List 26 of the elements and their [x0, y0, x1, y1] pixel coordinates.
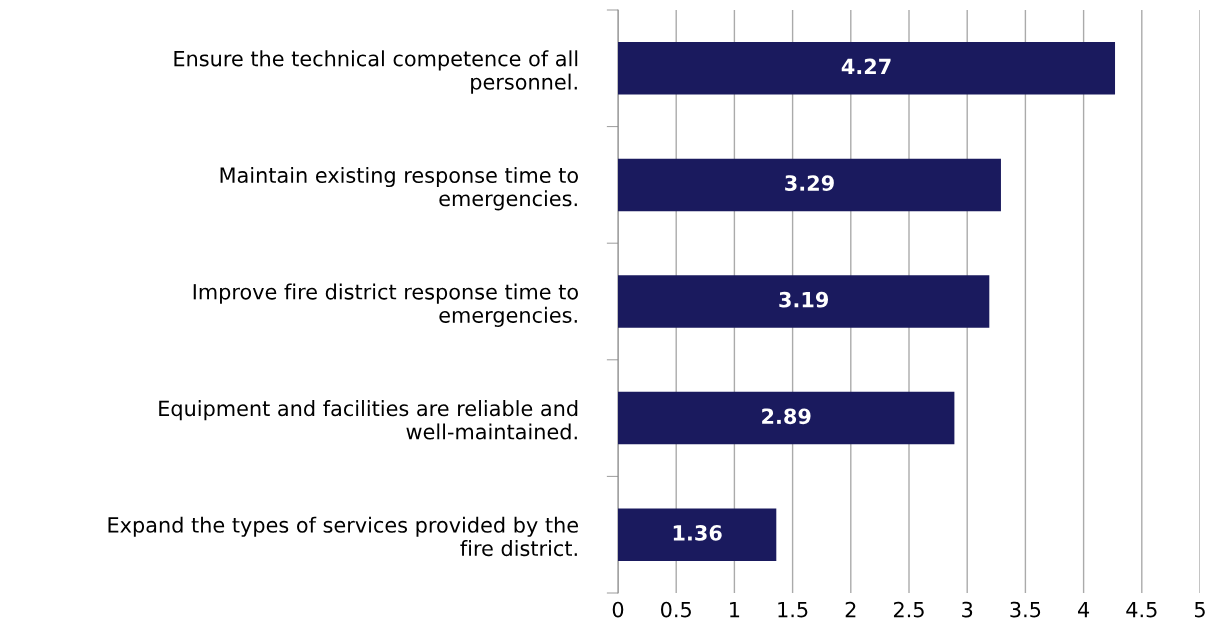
bar [618, 508, 777, 561]
data-label: 1.36 [673, 524, 722, 541]
y-tick-label: Equipment and facilities are reliable and well-maintained. [159, 400, 578, 440]
x-tick-label: 0 [612, 601, 624, 618]
y-tick-label: Maintain existing response time to emergencies. [220, 166, 578, 211]
x-tick-label: 1 [730, 601, 740, 618]
x-tick-label: 3 [962, 601, 973, 618]
x-tick-label: 1.5 [778, 601, 808, 618]
x-tick-label: 5 [1194, 601, 1205, 618]
data-label: 2.89 [762, 408, 811, 425]
x-tick-label: 4 [1077, 601, 1090, 618]
data-label: 3.29 [785, 175, 834, 191]
data-label: 4.27 [841, 58, 891, 75]
x-tick-label: 2.5 [893, 601, 924, 618]
x-tick-label: 4.5 [1126, 601, 1157, 618]
bar [618, 158, 1001, 212]
y-tick-label: Improve fire district response time to emergencies. [193, 283, 578, 327]
x-tick-label: 3.5 [1010, 601, 1041, 618]
y-tick-label: Expand the types of services provided by the fire district. [108, 516, 578, 557]
bar [618, 391, 955, 445]
y-tick-label: Ensure the technical competence of all personnel. [174, 50, 578, 94]
x-tick-label: 0.5 [661, 601, 691, 618]
bar [618, 42, 1116, 95]
x-tick-label: 2 [845, 601, 856, 618]
bar [618, 275, 990, 328]
data-label: 3.19 [779, 291, 829, 308]
